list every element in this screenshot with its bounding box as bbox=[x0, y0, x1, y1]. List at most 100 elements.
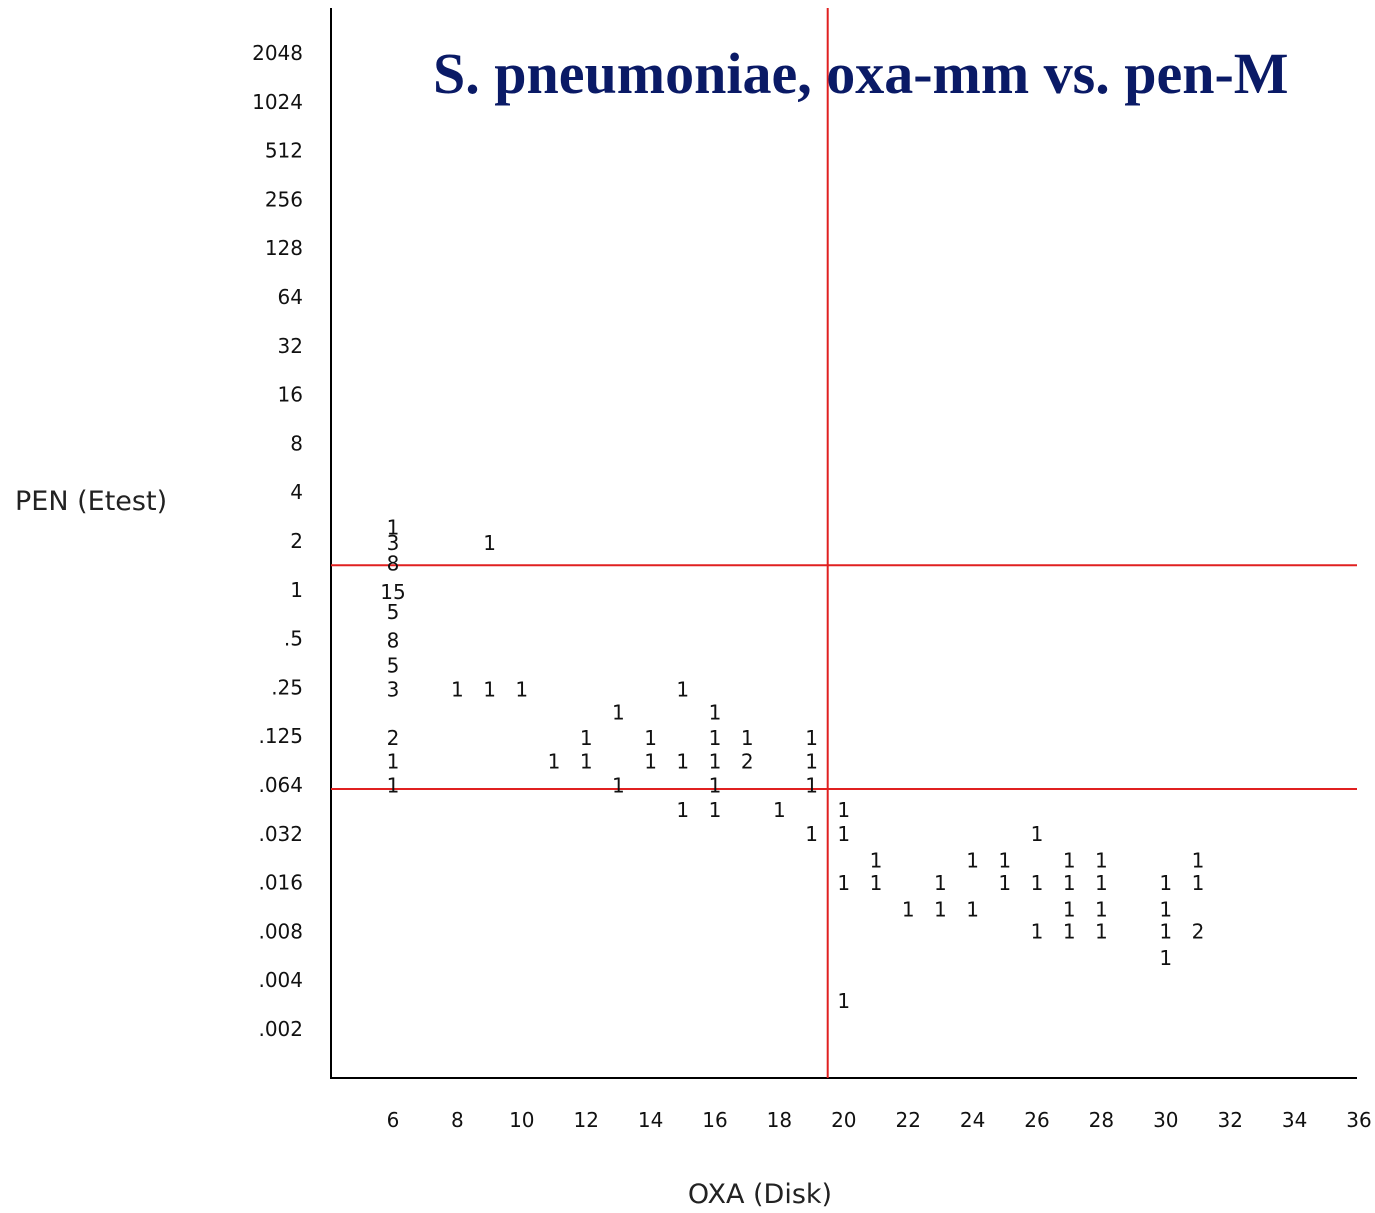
count-cell: 1 bbox=[805, 726, 818, 750]
y-tick-label: 2048 bbox=[252, 41, 303, 65]
x-tick-label: 16 bbox=[702, 1108, 727, 1132]
count-cell: 5 bbox=[387, 600, 400, 624]
count-cell: 1 bbox=[741, 726, 754, 750]
count-cell: 1 bbox=[966, 849, 979, 873]
count-cell: 1 bbox=[709, 726, 722, 750]
count-cell: 1 bbox=[709, 773, 722, 797]
count-cell: 1 bbox=[1095, 871, 1108, 895]
count-cell: 1 bbox=[837, 822, 850, 846]
y-tick-label: .016 bbox=[258, 871, 303, 895]
count-cell: 1 bbox=[483, 677, 496, 701]
y-tick-label: 64 bbox=[278, 285, 303, 309]
count-cell: 1 bbox=[1159, 946, 1172, 970]
count-cell: 3 bbox=[387, 531, 400, 555]
y-tick-label: 1 bbox=[290, 578, 303, 602]
count-cell: 1 bbox=[580, 726, 593, 750]
count-cell: 1 bbox=[1159, 897, 1172, 921]
count-cell: 1 bbox=[1063, 920, 1076, 944]
count-cell: 1 bbox=[1095, 897, 1108, 921]
count-cell: 1 bbox=[676, 677, 689, 701]
x-tick-label: 6 bbox=[387, 1108, 400, 1132]
count-cell: 8 bbox=[387, 551, 400, 575]
count-cell: 1 bbox=[1095, 920, 1108, 944]
count-cell: 1 bbox=[1159, 920, 1172, 944]
y-tick-label: 1024 bbox=[252, 90, 303, 114]
x-tick-label: 20 bbox=[831, 1108, 856, 1132]
count-cell: 1 bbox=[483, 531, 496, 555]
y-tick-labels: 2048 1024 512 256 128 64 32 16 8 4 2 1 .5 .25 .125 .064… bbox=[252, 41, 303, 1041]
count-cell: 1 bbox=[709, 749, 722, 773]
count-cell: 8 bbox=[387, 629, 400, 653]
y-tick-label: .008 bbox=[258, 919, 303, 943]
count-cell: 1 bbox=[805, 822, 818, 846]
count-cell: 2 bbox=[387, 726, 400, 750]
count-cell: 1 bbox=[870, 849, 883, 873]
y-tick-label: .002 bbox=[258, 1017, 303, 1041]
y-tick-label: .032 bbox=[258, 822, 303, 846]
x-tick-label: 26 bbox=[1024, 1108, 1049, 1132]
x-tick-label: 14 bbox=[638, 1108, 663, 1132]
y-tick-label: 16 bbox=[278, 383, 303, 407]
x-tick-label: 24 bbox=[960, 1108, 985, 1132]
x-tick-label: 12 bbox=[573, 1108, 598, 1132]
breakpoint-lines bbox=[331, 8, 1357, 1078]
count-cell: 1 bbox=[676, 798, 689, 822]
count-cell: 1 bbox=[451, 677, 464, 701]
count-cell: 1 bbox=[1063, 849, 1076, 873]
count-cell: 1 bbox=[709, 701, 722, 725]
count-cell: 1 bbox=[580, 749, 593, 773]
x-tick-label: 8 bbox=[451, 1108, 464, 1132]
y-tick-label: .064 bbox=[258, 773, 303, 797]
y-tick-label: .5 bbox=[284, 627, 303, 651]
count-cell: 1 bbox=[644, 749, 657, 773]
y-tick-label: .004 bbox=[258, 968, 303, 992]
count-cell: 1 bbox=[1192, 871, 1205, 895]
x-tick-label: 36 bbox=[1346, 1108, 1371, 1132]
x-tick-label: 10 bbox=[509, 1108, 534, 1132]
count-cell: 1 bbox=[515, 677, 528, 701]
y-tick-label: .25 bbox=[271, 675, 303, 699]
count-cell: 15 bbox=[380, 580, 405, 604]
y-tick-label: 32 bbox=[278, 334, 303, 358]
count-cell: 2 bbox=[741, 749, 754, 773]
count-cell: 1 bbox=[998, 871, 1011, 895]
count-cell: 1 bbox=[644, 726, 657, 750]
count-cell: 2 bbox=[1192, 920, 1205, 944]
y-axis-label: PEN (Etest) bbox=[15, 486, 167, 517]
count-cell: 1 bbox=[1159, 871, 1172, 895]
y-tick-label: 4 bbox=[290, 480, 303, 504]
x-tick-label: 18 bbox=[767, 1108, 792, 1132]
count-cell: 1 bbox=[387, 749, 400, 773]
count-cell: 1 bbox=[1095, 849, 1108, 873]
y-tick-label: 512 bbox=[265, 139, 303, 163]
count-cell: 1 bbox=[709, 798, 722, 822]
count-cell: 1 bbox=[548, 749, 561, 773]
y-tick-label: 8 bbox=[290, 431, 303, 455]
count-cell: 1 bbox=[1031, 920, 1044, 944]
count-cell: 1 bbox=[773, 798, 786, 822]
count-cell: 1 bbox=[934, 871, 947, 895]
y-tick-label: .125 bbox=[258, 724, 303, 748]
x-axis-label: OXA (Disk) bbox=[688, 1179, 832, 1210]
x-tick-label: 30 bbox=[1153, 1108, 1178, 1132]
count-cell: 1 bbox=[1031, 822, 1044, 846]
count-cell: 1 bbox=[902, 897, 915, 921]
count-cell: 1 bbox=[387, 515, 400, 539]
count-cell: 3 bbox=[387, 677, 400, 701]
count-cell: 1 bbox=[998, 849, 1011, 873]
count-cell: 1 bbox=[1031, 871, 1044, 895]
y-tick-label: 128 bbox=[265, 236, 303, 260]
count-cell: 1 bbox=[805, 749, 818, 773]
count-cell: 1 bbox=[612, 773, 625, 797]
x-tick-label: 34 bbox=[1282, 1108, 1307, 1132]
y-tick-label: 256 bbox=[265, 187, 303, 211]
count-cell: 1 bbox=[612, 701, 625, 725]
x-tick-label: 32 bbox=[1217, 1108, 1242, 1132]
count-cell: 1 bbox=[966, 897, 979, 921]
y-tick-label: 2 bbox=[290, 529, 303, 553]
count-cell: 1 bbox=[1063, 897, 1076, 921]
count-cell: 1 bbox=[1063, 871, 1076, 895]
x-tick-labels: 6 8 10 12 14 16 18 20 22 24 26 28 30 32 34 36 bbox=[387, 1108, 1372, 1132]
